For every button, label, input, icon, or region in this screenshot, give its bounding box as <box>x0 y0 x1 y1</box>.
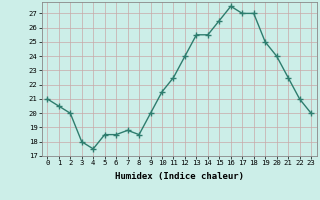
X-axis label: Humidex (Indice chaleur): Humidex (Indice chaleur) <box>115 172 244 181</box>
